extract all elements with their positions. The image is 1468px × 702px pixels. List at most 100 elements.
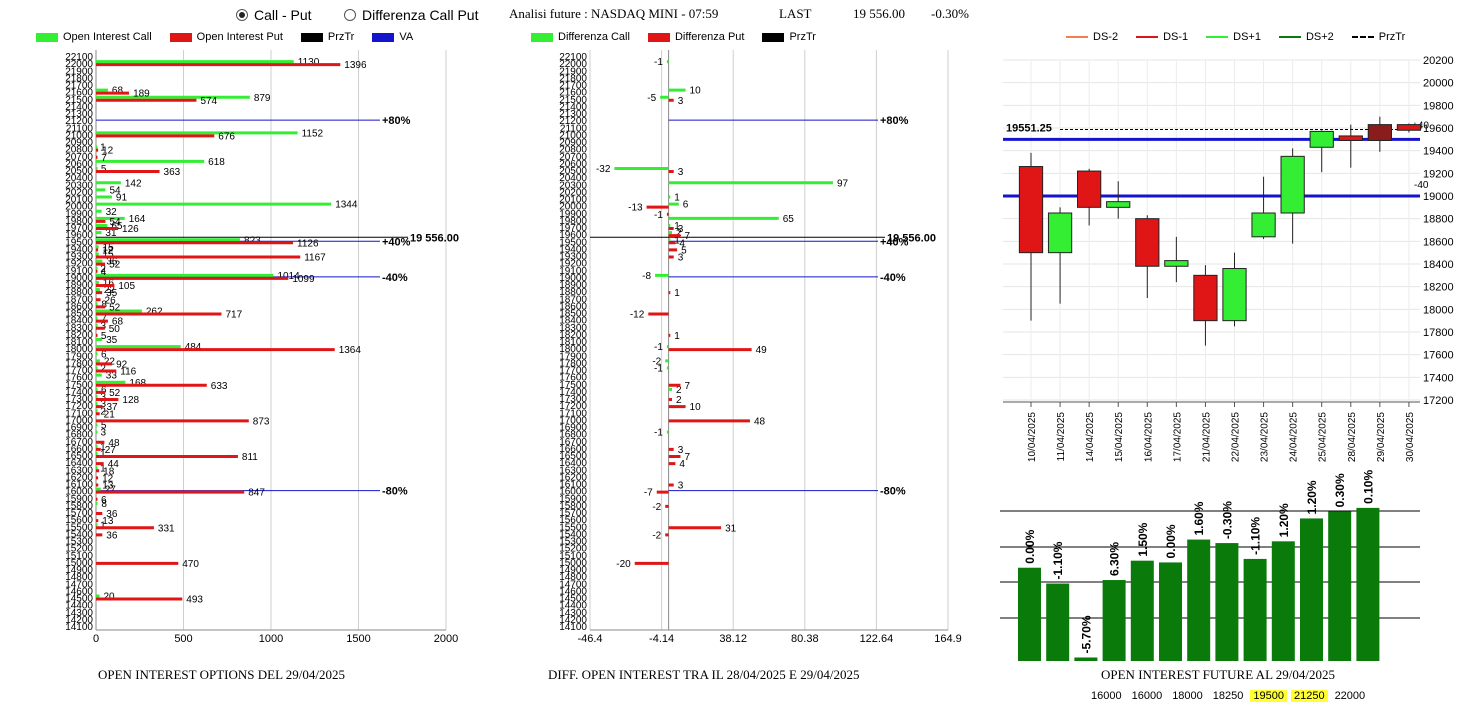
y-tick-label: 19400: [559, 244, 587, 255]
y-tick-label: 19700: [559, 223, 587, 234]
data-label: 1: [100, 449, 106, 460]
y-tick-label: 21400: [559, 102, 587, 113]
y-tick-label: 20800: [65, 145, 93, 156]
y-tick-label: 15200: [65, 544, 93, 555]
y-tick-label: 14700: [65, 579, 93, 590]
bar: [96, 219, 106, 223]
y-tick-label: 15600: [65, 515, 93, 526]
bar: [668, 224, 671, 227]
ref-line-label: +40%: [382, 236, 411, 248]
y-tick-label: 17800: [559, 358, 587, 369]
bar: [96, 262, 106, 266]
bar: [96, 519, 99, 523]
oi-percent-label: 1.50%: [1136, 522, 1150, 556]
ref-line-label: -80%: [880, 486, 906, 498]
bar: [96, 352, 98, 356]
x-tick-label: 23/04/2025: [1260, 412, 1271, 462]
data-label: 717: [225, 310, 242, 321]
data-label: 618: [208, 157, 225, 168]
data-label: 6: [683, 200, 689, 211]
bar: [96, 227, 119, 230]
data-label: 142: [125, 178, 142, 189]
data-label: 116: [120, 367, 136, 378]
bar: [668, 387, 673, 391]
x-tick-label: 80.38: [791, 633, 819, 645]
radio-selected-icon[interactable]: [236, 9, 248, 21]
candle-body: [1396, 124, 1422, 131]
y-tick-label: 14400: [65, 601, 93, 612]
y-tick-label: 20500: [65, 166, 93, 177]
oi-percent-label: 6.30%: [1108, 542, 1122, 576]
oi-bar: [1215, 543, 1239, 661]
data-label: -5: [647, 93, 656, 104]
bar: [668, 234, 681, 238]
y-tick-label: 17300: [65, 394, 93, 405]
y-tick-label: 19800: [1423, 100, 1454, 112]
data-label: 35: [106, 288, 118, 299]
bar: [668, 98, 674, 102]
data-label: 48: [108, 438, 120, 449]
data-label: 12: [102, 146, 114, 157]
data-label: 3: [678, 253, 684, 264]
y-tick-label: 21600: [559, 88, 587, 99]
radio-call-put[interactable]: Call - Put: [236, 7, 312, 23]
y-tick-label: 21100: [66, 123, 94, 134]
y-tick-label: 18500: [65, 309, 93, 320]
data-label: 3: [678, 445, 684, 456]
data-label: 7: [684, 381, 690, 392]
bar: [96, 298, 101, 302]
data-label: 189: [133, 89, 150, 100]
data-label: -8: [642, 271, 651, 282]
oi-percent-label: -5.70%: [1079, 615, 1093, 653]
caption-oi-future: OPEN INTEREST FUTURE AL 29/04/2025: [1101, 667, 1336, 682]
bar: [96, 561, 179, 565]
data-label: 6: [101, 495, 107, 506]
bar: [96, 447, 101, 451]
bar: [96, 145, 98, 149]
y-tick-label: 22100: [65, 52, 93, 63]
data-label: 3: [101, 428, 107, 439]
price-line-label: 19 556.00: [887, 232, 936, 244]
y-tick-label: 18200: [1423, 282, 1454, 294]
bar: [96, 231, 102, 235]
candle-body: [1077, 170, 1102, 208]
radio-differenza-call-put[interactable]: Differenza Call Put: [344, 7, 478, 23]
radio-call-put-label: Call - Put: [254, 7, 312, 23]
y-tick-label: 18700: [559, 294, 587, 305]
bar: [668, 195, 671, 199]
radio-unselected-icon[interactable]: [344, 9, 356, 21]
x-tick-label: 1000: [259, 633, 283, 645]
y-tick-label: 14900: [559, 565, 587, 576]
x-tick-label: 29/04/2025: [1376, 412, 1387, 462]
last-change: -0.30%: [931, 6, 969, 21]
data-label: 2: [676, 228, 682, 239]
legend-item-put: Open Interest Put: [169, 31, 283, 43]
y-tick-label: 14700: [559, 579, 587, 590]
oi-bar: [1300, 518, 1323, 661]
bar: [96, 366, 98, 370]
bar: [96, 273, 274, 277]
data-label: 823: [244, 235, 261, 246]
oi-percent-label: 0.10%: [1361, 470, 1375, 504]
y-tick-label: 19400: [1423, 146, 1454, 158]
bar: [96, 134, 215, 138]
y-tick-label: 14500: [65, 594, 93, 605]
y-tick-label: 15700: [65, 508, 93, 519]
y-tick-label: 17400: [1423, 372, 1454, 384]
y-tick-label: 15100: [65, 551, 93, 562]
candle-body: [1251, 212, 1276, 238]
data-label: -20: [616, 559, 631, 570]
data-label: 105: [118, 281, 135, 292]
y-tick-label: 17400: [65, 387, 93, 398]
y-tick-label: 16600: [559, 444, 587, 455]
legend-item-future-prztr: PrzTr: [1351, 31, 1405, 43]
y-tick-label: 15700: [559, 508, 587, 519]
bar: [614, 167, 669, 170]
y-tick-label: 14300: [65, 608, 93, 619]
bar: [668, 255, 674, 259]
legend-item-diff-put: Differenza Put: [647, 31, 744, 43]
candle-body: [1047, 212, 1073, 254]
data-label: 12: [102, 473, 114, 484]
strip-value: 16000: [1091, 690, 1122, 702]
x-tick-label: 10/04/2025: [1027, 412, 1038, 462]
